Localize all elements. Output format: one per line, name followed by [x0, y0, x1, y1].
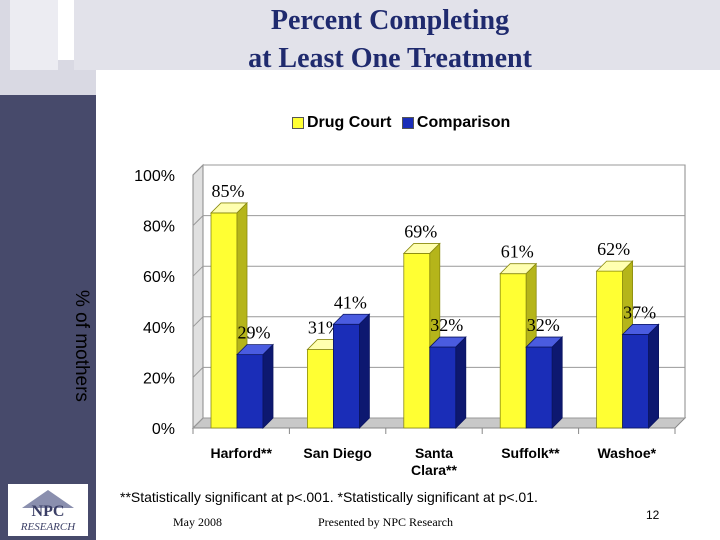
data-label-drug-court: 85% [212, 181, 245, 201]
data-label-drug-court: 61% [501, 242, 534, 262]
bar-drug-court [403, 253, 431, 429]
legend-label-comparison: Comparison [416, 114, 511, 131]
page-number: 12 [646, 508, 660, 522]
chart-legend: Drug Court Comparison [292, 114, 516, 132]
title-line-2: at Least One Treatment [248, 43, 532, 74]
bar-side-comparison [358, 313, 370, 429]
legend-item-drug-court: Drug Court [292, 114, 391, 132]
legend-swatch-drug-court [292, 116, 304, 129]
footer-date: May 2008 [173, 515, 222, 529]
left-decor-block-2 [58, 0, 74, 60]
bar-side-comparison [648, 323, 659, 429]
bar-drug-court [596, 270, 623, 429]
y-tick-label: 100% [134, 168, 175, 185]
y-gridline [192, 164, 685, 176]
bar-side-comparison [262, 343, 274, 429]
bar-drug-court [306, 349, 334, 429]
bar-comparison [332, 323, 360, 429]
footer-presenter: Presented by NPC Research [318, 515, 453, 529]
data-label-drug-court: 31% [308, 318, 341, 338]
bar-comparison [236, 354, 264, 429]
y-tick-label: 60% [143, 269, 175, 286]
npc-research-logo: NPC RESEARCH [8, 484, 88, 536]
x-category-label: Washoe* [597, 445, 656, 461]
y-gridline [192, 215, 685, 226]
y-tick-label: 40% [143, 320, 175, 337]
data-label-comparison: 32% [527, 315, 560, 335]
y-tick-label: 80% [143, 219, 175, 236]
data-label-comparison: 37% [623, 302, 656, 322]
logo-text-top: NPC [32, 503, 65, 520]
data-label-drug-court: 69% [404, 221, 437, 241]
slide-title: Percent Completing at Least One Treatmen… [100, 2, 680, 78]
x-category-label: San Diego [303, 445, 371, 461]
left-decor-dark-band [0, 95, 96, 540]
title-band [74, 0, 720, 70]
bar-comparison [429, 346, 457, 429]
legend-item-comparison: Comparison [401, 114, 511, 132]
significance-footnote: **Statistically significant at p<.001. *… [120, 489, 538, 505]
bar-comparison [622, 333, 649, 429]
y-tick-label: 20% [143, 370, 175, 387]
data-label-comparison: 29% [238, 323, 271, 343]
x-category-label: Clara** [411, 462, 457, 478]
x-category-label: Harford** [210, 445, 272, 461]
data-label-comparison: 41% [334, 292, 367, 312]
x-category-label: Suffolk** [501, 445, 560, 461]
title-line-1: Percent Completing [270, 5, 510, 36]
x-category-label: Santa [415, 445, 453, 461]
bar-side-comparison [551, 336, 563, 429]
data-label-drug-court: 62% [597, 239, 630, 259]
y-tick-label: 0% [152, 421, 175, 438]
logo-roof-shape [22, 490, 74, 508]
plot-side-wall [192, 163, 204, 430]
bar-drug-court [499, 273, 527, 429]
data-label-comparison: 32% [430, 315, 463, 335]
legend-label-drug-court: Drug Court [307, 114, 392, 131]
logo-text-bottom: RESEARCH [20, 521, 76, 533]
bar-drug-court [210, 212, 238, 429]
legend-swatch-comparison [401, 116, 414, 129]
bar-side-comparison [455, 336, 467, 429]
bar-comparison [525, 346, 553, 429]
left-decor-block [10, 0, 58, 70]
